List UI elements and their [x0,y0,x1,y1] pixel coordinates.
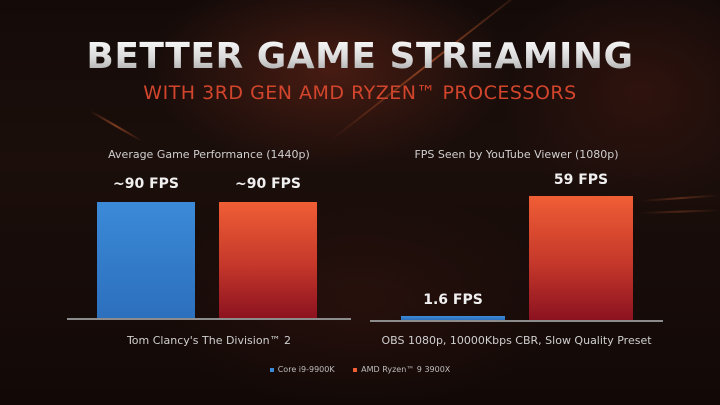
bar-amd [219,202,317,318]
data-label-amd: ~90 FPS [235,176,301,192]
slide-subtitle: WITH 3RD GEN AMD RYZEN™ PROCESSORS [143,82,577,104]
bar-intel [97,202,195,318]
x-axis-line [370,320,663,322]
chart-youtube-viewer-fps: FPS Seen by YouTube Viewer (1080p) 59 FP… [370,148,663,348]
x-axis-label: OBS 1080p, 10000Kbps CBR, Slow Quality P… [381,334,652,347]
data-label-amd: 59 FPS [553,172,609,188]
bar-amd [529,196,633,320]
x-axis-line [67,318,351,320]
legend-label: Core i9-9900K [277,365,335,374]
data-label-intel: 1.6 FPS [423,292,483,308]
legend: Core i9-9900K AMD Ryzen™ 9 3900X [0,365,720,374]
legend-label: AMD Ryzen™ 9 3900X [361,365,451,374]
legend-item-amd: AMD Ryzen™ 9 3900X [353,365,450,374]
data-label-intel: ~90 FPS [113,176,179,192]
legend-swatch-blue-icon [269,367,274,372]
slide-title: BETTER GAME STREAMING [0,36,720,77]
x-axis-label: Tom Clancy's The Division™ 2 [126,334,292,347]
bar-intel [401,316,505,320]
legend-swatch-orange-icon [353,367,358,372]
chart-average-game-performance: Average Game Performance (1440p) ~90 FPS… [67,148,351,348]
chart-title: Average Game Performance (1440p) [108,148,310,161]
legend-item-intel: Core i9-9900K [269,365,335,374]
chart-title: FPS Seen by YouTube Viewer (1080p) [414,148,619,161]
